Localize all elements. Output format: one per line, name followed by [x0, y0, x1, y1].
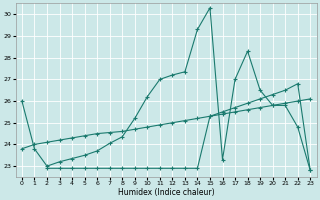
X-axis label: Humidex (Indice chaleur): Humidex (Indice chaleur) — [118, 188, 214, 197]
